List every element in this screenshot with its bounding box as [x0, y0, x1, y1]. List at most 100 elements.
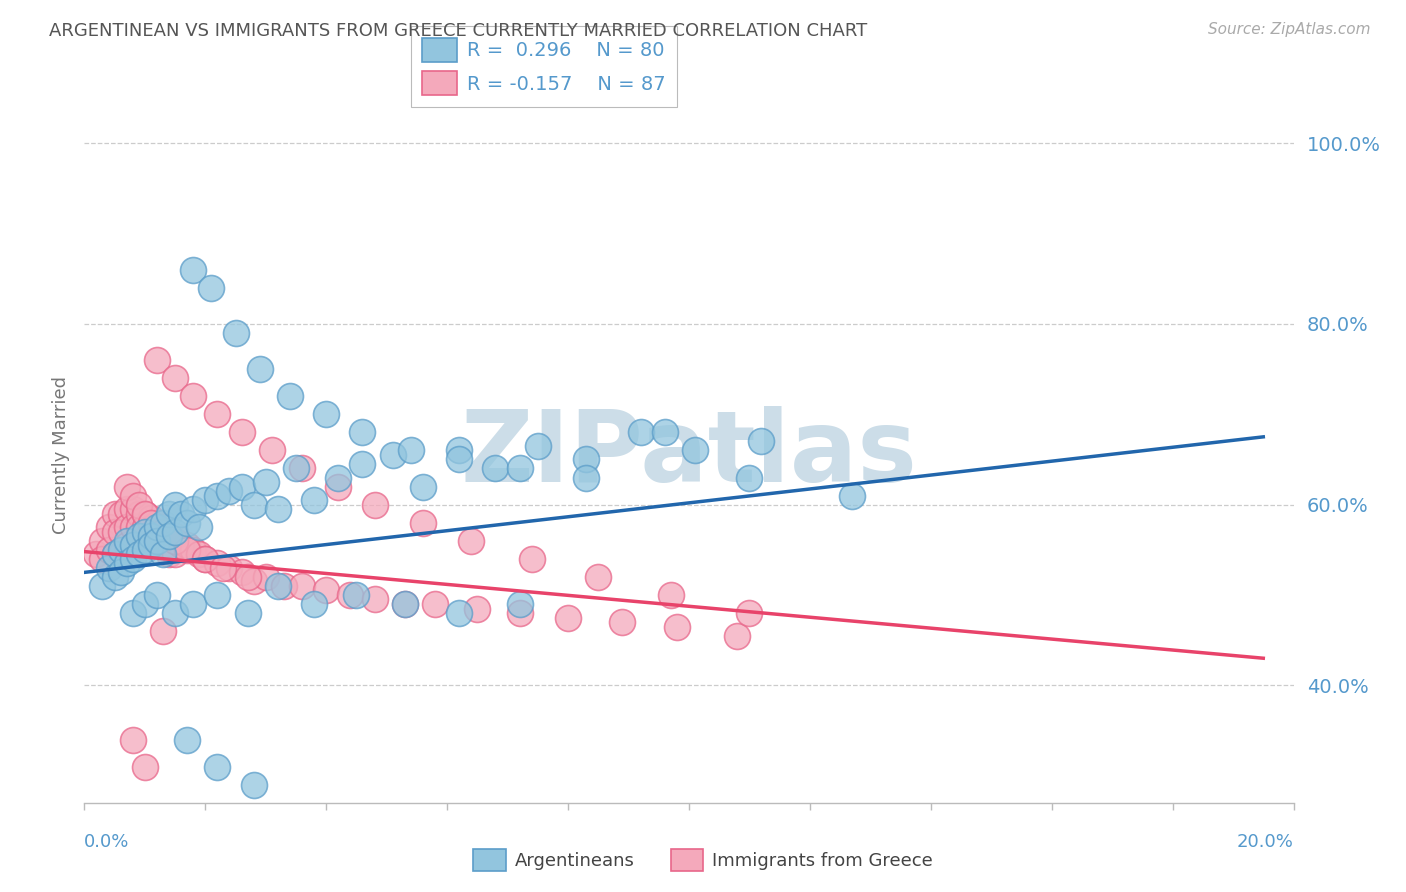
Point — [363, 592, 385, 607]
Point — [128, 538, 150, 552]
Point — [110, 524, 132, 539]
Point — [557, 610, 579, 624]
Point — [267, 579, 290, 593]
Point — [484, 461, 506, 475]
Point — [152, 538, 174, 552]
Point — [110, 542, 132, 557]
Point — [181, 389, 204, 403]
Point — [134, 524, 156, 539]
Point — [115, 502, 138, 516]
Point — [104, 570, 127, 584]
Point — [412, 479, 434, 493]
Point — [170, 507, 193, 521]
Point — [157, 529, 180, 543]
Point — [128, 498, 150, 512]
Point — [449, 443, 471, 458]
Point — [97, 542, 120, 557]
Point — [152, 547, 174, 561]
Point — [346, 588, 368, 602]
Point — [115, 533, 138, 548]
Point — [207, 557, 229, 571]
Point — [328, 470, 350, 484]
Point — [588, 570, 610, 584]
Point — [115, 557, 138, 571]
Point — [236, 606, 259, 620]
Point — [165, 524, 187, 539]
Point — [86, 547, 108, 561]
Point — [612, 615, 634, 629]
Point — [207, 489, 229, 503]
Point — [260, 443, 283, 458]
Point — [139, 511, 162, 525]
Point — [165, 533, 187, 548]
Point — [91, 533, 114, 548]
Point — [104, 547, 127, 561]
Point — [128, 520, 150, 534]
Point — [738, 470, 761, 484]
Point — [97, 520, 120, 534]
Point — [194, 551, 217, 566]
Point — [146, 533, 169, 548]
Point — [121, 538, 143, 552]
Legend: R =  0.296    N = 80, R = -0.157    N = 87: R = 0.296 N = 80, R = -0.157 N = 87 — [411, 26, 678, 107]
Point — [527, 439, 550, 453]
Point — [121, 732, 143, 747]
Point — [254, 570, 277, 584]
Point — [128, 529, 150, 543]
Point — [291, 461, 314, 475]
Point — [181, 262, 204, 277]
Point — [841, 489, 863, 503]
Point — [291, 579, 314, 593]
Point — [207, 588, 229, 602]
Point — [165, 529, 187, 543]
Point — [115, 520, 138, 534]
Point — [139, 529, 162, 543]
Point — [363, 498, 385, 512]
Point — [315, 407, 337, 421]
Point — [328, 479, 350, 493]
Point — [104, 547, 127, 561]
Point — [104, 507, 127, 521]
Point — [134, 538, 156, 552]
Point — [509, 461, 531, 475]
Point — [121, 538, 143, 552]
Point — [146, 520, 169, 534]
Point — [352, 425, 374, 440]
Point — [254, 475, 277, 489]
Point — [188, 547, 211, 561]
Point — [352, 457, 374, 471]
Legend: Argentineans, Immigrants from Greece: Argentineans, Immigrants from Greece — [465, 842, 941, 879]
Point — [157, 547, 180, 561]
Point — [399, 443, 422, 458]
Point — [467, 601, 489, 615]
Point — [449, 606, 471, 620]
Point — [200, 281, 222, 295]
Point — [170, 538, 193, 552]
Point — [97, 561, 120, 575]
Text: Source: ZipAtlas.com: Source: ZipAtlas.com — [1208, 22, 1371, 37]
Text: ARGENTINEAN VS IMMIGRANTS FROM GREECE CURRENTLY MARRIED CORRELATION CHART: ARGENTINEAN VS IMMIGRANTS FROM GREECE CU… — [49, 22, 868, 40]
Point — [110, 547, 132, 561]
Point — [146, 516, 169, 530]
Point — [267, 502, 290, 516]
Point — [207, 407, 229, 421]
Point — [630, 425, 652, 440]
Point — [285, 461, 308, 475]
Point — [176, 542, 198, 557]
Point — [134, 507, 156, 521]
Y-axis label: Currently Married: Currently Married — [52, 376, 70, 534]
Point — [751, 434, 773, 449]
Point — [207, 759, 229, 773]
Point — [181, 597, 204, 611]
Point — [225, 326, 247, 340]
Point — [134, 507, 156, 521]
Point — [218, 561, 240, 575]
Point — [165, 498, 187, 512]
Point — [121, 606, 143, 620]
Point — [302, 493, 325, 508]
Point — [146, 533, 169, 548]
Point — [423, 597, 446, 611]
Point — [134, 759, 156, 773]
Text: ZIPatlas: ZIPatlas — [461, 407, 917, 503]
Point — [165, 547, 187, 561]
